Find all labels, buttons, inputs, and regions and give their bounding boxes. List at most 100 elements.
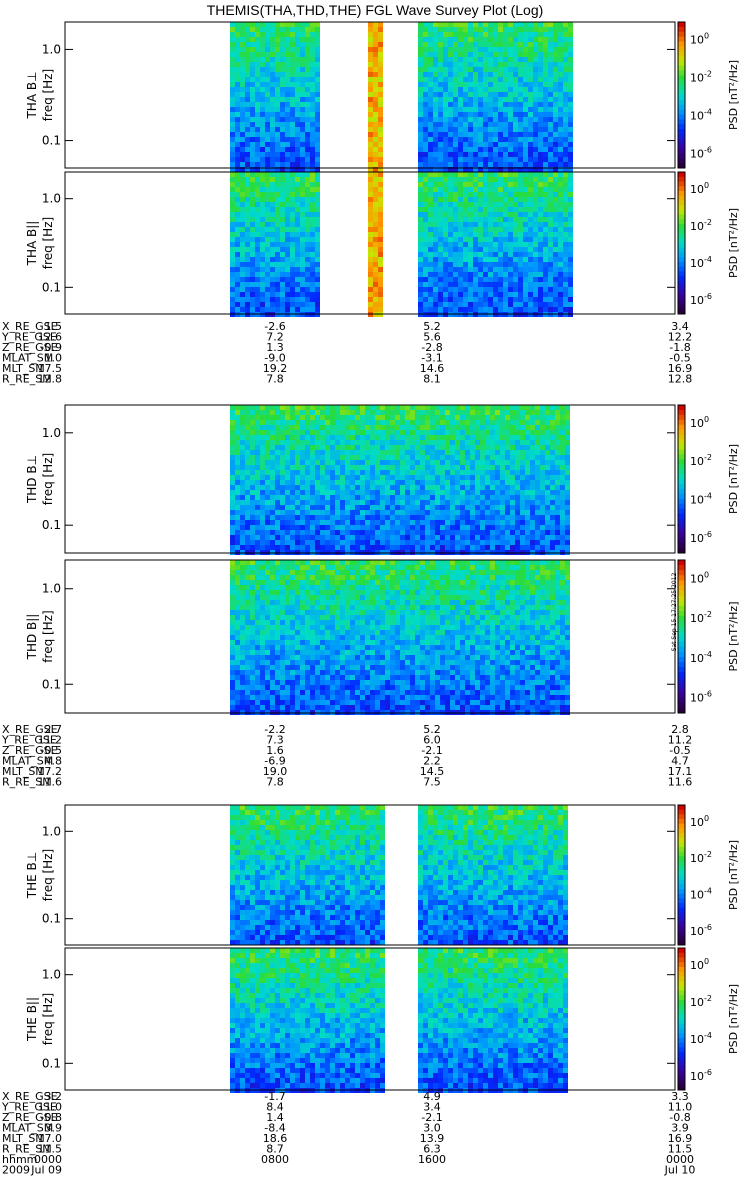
ephemeris-value: 5.2 (423, 723, 441, 736)
ephemeris-value: -2.1 (421, 1111, 442, 1124)
colorbar (677, 171, 686, 315)
ephemeris-value: 17.5 (38, 362, 63, 375)
ephemeris-label: R_RE_SM (2, 776, 52, 789)
ephemeris-value: 8.1 (423, 373, 441, 386)
page-title: THEMIS(THA,THD,THE) FGL Wave Survey Plot… (206, 2, 544, 18)
spectrogram-panel-5 (64, 804, 686, 946)
ephemeris-value: 12.2 (668, 331, 693, 344)
ephemeris-label: Y_RE_GSE (1, 331, 57, 344)
ephemeris-value: 7.8 (266, 776, 284, 789)
colorbar-tick-label: 10-4 (690, 107, 712, 122)
colorbar-tick-label: 10-4 (690, 1031, 712, 1046)
ephemeris-label: Z_RE_GSE (2, 1111, 58, 1124)
colorbar (677, 404, 686, 554)
ephemeris-value: 4.7 (671, 755, 689, 768)
panel-label: THE B|| (25, 997, 39, 1042)
colorbar-tick-label: 10-2 (690, 850, 712, 865)
ephemeris-value: -3.1 (421, 352, 442, 365)
plot-frame (64, 404, 676, 554)
ephemeris-value: 6.0 (423, 734, 441, 747)
ephemeris-value: 8.4 (266, 1101, 284, 1114)
y-axis-label: freq [Hz] (41, 993, 55, 1045)
colorbar-label: PSD [nT²/Hz] (727, 840, 740, 910)
colorbar-tick-label: 10-6 (690, 145, 712, 160)
colorbar-tick-label: 100 (690, 957, 709, 972)
ephemeris-value: 11.5 (38, 1143, 63, 1156)
ephemeris-value: 5.6 (423, 331, 441, 344)
ephemeris-value: 3.4 (671, 320, 689, 333)
plot-frame (64, 804, 676, 946)
y-tick-label: 0.1 (42, 677, 61, 691)
y-tick-label: 1.0 (42, 824, 61, 838)
heatmap-cells (230, 405, 570, 555)
colorbar-tick-label: 10-6 (690, 923, 712, 938)
y-tick-label: 1.0 (42, 426, 61, 440)
ephemeris-label: hhmm (2, 1153, 37, 1166)
colorbar (677, 804, 686, 946)
spectrogram-panel-4 (64, 559, 686, 715)
ephemeris-value: 11.0 (668, 1101, 693, 1114)
ephemeris-label: X_RE_GSE (2, 1090, 58, 1103)
ephemeris-value: 1.5 (45, 320, 63, 333)
plot-frame (64, 171, 676, 315)
ephemeris-label: X_RE_GSE (2, 320, 58, 333)
spectrogram-panel-6 (64, 947, 686, 1093)
ephemeris-value: 11.6 (38, 776, 63, 789)
ephemeris-value: 8.7 (266, 1143, 284, 1156)
ephemeris-label: MLT_SM (2, 362, 45, 375)
ephemeris-value: 17.0 (38, 1132, 63, 1145)
ephemeris-value: 17.2 (38, 765, 63, 778)
ephemeris-value: 3.9 (671, 1122, 689, 1135)
panel-label: THD B⊥ (25, 455, 39, 504)
ephemeris-value: 19.2 (263, 362, 288, 375)
ephemeris-value: 14.6 (420, 362, 445, 375)
ephemeris-value: -0.5 (669, 744, 690, 757)
colorbar-frame (677, 559, 686, 714)
ephemeris-value: 13.9 (420, 1132, 445, 1145)
y-tick-label: 1.0 (42, 968, 61, 982)
panel-label: THD B|| (25, 614, 39, 661)
ephemeris-label: Z_RE_GSE (2, 341, 58, 354)
ephemeris-label: R_RE_SM (2, 1143, 52, 1156)
colorbar-tick-label: 100 (690, 814, 709, 829)
ephemeris-value: -6.9 (264, 755, 285, 768)
panel-label: THA B⊥ (25, 71, 39, 119)
ephemeris-label: Y_RE_GSE (1, 1101, 57, 1114)
ephemeris-value: 12.8 (668, 373, 693, 386)
ephemeris-value: 14.5 (420, 765, 445, 778)
ephemeris-value: 1.0 (45, 352, 63, 365)
ephemeris-value: 2.7 (45, 723, 63, 736)
ephemeris-label: X_RE_GSE (2, 723, 58, 736)
colorbar-frame (677, 404, 686, 554)
ephemeris-value: -1.7 (264, 1090, 285, 1103)
ephemeris-value: 4.8 (45, 755, 63, 768)
ephemeris-value: -0.8 (669, 1111, 690, 1124)
y-axis-label: freq [Hz] (41, 69, 55, 121)
colorbar-tick-label: 100 (690, 415, 709, 430)
y-tick-label: 1.0 (42, 582, 61, 596)
colorbar-tick-label: 10-6 (690, 530, 712, 545)
ephemeris-label: Y_RE_GSE (1, 734, 57, 747)
heatmap-cells (230, 805, 568, 945)
colorbar (677, 559, 686, 714)
ephemeris-label: MLAT_SM (2, 1122, 53, 1135)
colorbar-frame (677, 21, 686, 169)
ephemeris-value: 11.0 (38, 1101, 63, 1114)
ephemeris-value: 0000 (34, 1153, 62, 1166)
colorbar-label: PSD [nT²/Hz] (727, 60, 740, 130)
y-tick-label: 0.1 (42, 134, 61, 148)
colorbar-tick-label: 10-2 (690, 453, 712, 468)
heatmap-cells (230, 22, 573, 172)
plot-frame (64, 559, 676, 714)
ephemeris-label: MLT_SM (2, 1132, 45, 1145)
colorbar (677, 21, 686, 169)
colorbar-tick-label: 10-4 (690, 887, 712, 902)
ephemeris-value: 1600 (418, 1153, 446, 1166)
heatmap-cells (230, 172, 573, 317)
colorbar (677, 947, 686, 1091)
y-tick-label: 0.1 (42, 518, 61, 532)
ephemeris-value: 1.3 (266, 341, 284, 354)
ephemeris-value: 11.2 (668, 734, 693, 747)
y-tick-label: 0.1 (42, 912, 61, 926)
